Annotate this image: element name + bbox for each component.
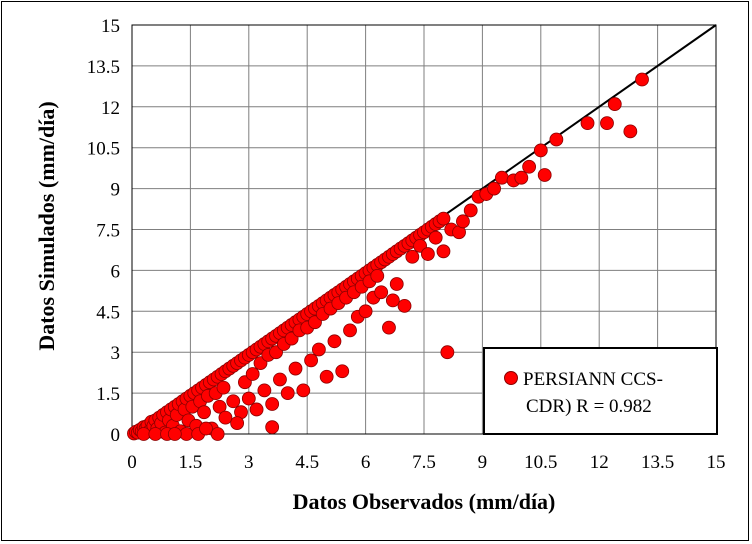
data-point	[218, 410, 233, 425]
data-point	[385, 293, 400, 308]
plot-area	[131, 24, 717, 435]
x-tick-label: 3	[244, 452, 254, 473]
x-tick-labels: 0 1.5 3 4.5 6 7.5 9 10.5 12 13.5 15	[127, 452, 725, 473]
x-tick-label: 1.5	[179, 452, 203, 473]
data-point	[179, 427, 194, 441]
y-tick-label: 4.5	[96, 302, 120, 323]
data-point	[533, 143, 548, 158]
x-tick-label: 0	[127, 452, 137, 473]
data-point	[436, 244, 451, 259]
legend: PERSIANN CCS- CDR) R = 0.982	[483, 347, 718, 435]
data-point	[265, 397, 280, 411]
data-point	[549, 132, 564, 147]
data-point	[428, 230, 443, 245]
y-tick-label: 3	[111, 343, 121, 364]
data-point	[241, 391, 256, 406]
data-point	[623, 124, 638, 139]
data-point	[463, 203, 478, 218]
data-point	[600, 116, 614, 131]
data-point	[257, 383, 272, 398]
y-tick-label: 6	[111, 261, 121, 282]
data-points	[127, 72, 649, 441]
data-point	[522, 159, 537, 174]
x-tick-label: 10.5	[524, 452, 557, 473]
data-point	[440, 345, 455, 360]
legend-box	[483, 347, 718, 435]
data-point	[343, 323, 357, 338]
data-point	[311, 342, 326, 357]
data-point	[436, 211, 451, 226]
data-point	[374, 285, 389, 300]
x-axis-title: Datos Observados (mm/día)	[293, 489, 556, 514]
data-point	[607, 97, 622, 111]
data-point	[167, 427, 182, 441]
x-tick-label: 13.5	[641, 452, 674, 473]
data-point	[280, 386, 295, 401]
data-point	[358, 304, 373, 319]
x-tick-label: 9	[478, 452, 488, 473]
y-tick-labels: 0 1.5 3 4.5 6 7.5 9 10.5 12 13.5 15	[87, 16, 120, 446]
data-point	[494, 170, 509, 185]
data-point	[420, 247, 435, 261]
data-point	[514, 170, 529, 185]
data-point	[370, 268, 385, 283]
x-tick-label: 4.5	[295, 452, 319, 473]
data-point	[249, 402, 264, 417]
y-tick-label: 15	[101, 16, 120, 37]
data-point	[212, 399, 227, 414]
legend-marker	[504, 371, 518, 385]
data-point	[197, 405, 211, 420]
y-tick-label: 12	[101, 98, 120, 119]
x-tick-label: 15	[707, 452, 726, 473]
data-point	[210, 427, 225, 441]
legend-label-line1: PERSIANN CCS-	[523, 369, 663, 390]
data-point	[456, 214, 470, 229]
data-point	[226, 394, 241, 409]
data-point	[296, 383, 311, 398]
x-tick-label: 12	[590, 452, 609, 473]
y-tick-label: 0	[111, 425, 121, 446]
y-tick-label: 7.5	[96, 221, 120, 242]
x-tick-label: 6	[361, 452, 371, 473]
data-point	[230, 416, 245, 430]
data-point	[136, 427, 151, 441]
x-tick-label: 7.5	[412, 452, 436, 473]
data-point	[327, 334, 342, 349]
data-point	[288, 361, 303, 376]
y-tick-label: 9	[111, 180, 121, 201]
y-tick-label: 1.5	[96, 384, 120, 405]
data-point	[304, 353, 318, 368]
data-point	[265, 420, 280, 435]
data-point	[319, 369, 334, 384]
data-point	[199, 421, 213, 436]
legend-label-line2: CDR) R = 0.982	[526, 396, 652, 417]
data-point	[335, 364, 350, 379]
data-point	[487, 181, 501, 196]
data-point	[580, 116, 595, 131]
y-tick-label: 13.5	[87, 57, 120, 78]
data-point	[397, 298, 412, 313]
data-point	[148, 427, 163, 441]
data-point	[635, 72, 649, 87]
data-point	[382, 320, 396, 335]
data-point	[273, 372, 287, 387]
data-point	[245, 367, 260, 381]
data-point	[405, 249, 420, 264]
data-point	[216, 380, 231, 395]
y-tick-label: 10.5	[87, 139, 120, 160]
y-axis-title: Datos Simulados (mm/día)	[34, 101, 59, 350]
data-point	[537, 168, 552, 182]
data-point	[389, 277, 404, 291]
